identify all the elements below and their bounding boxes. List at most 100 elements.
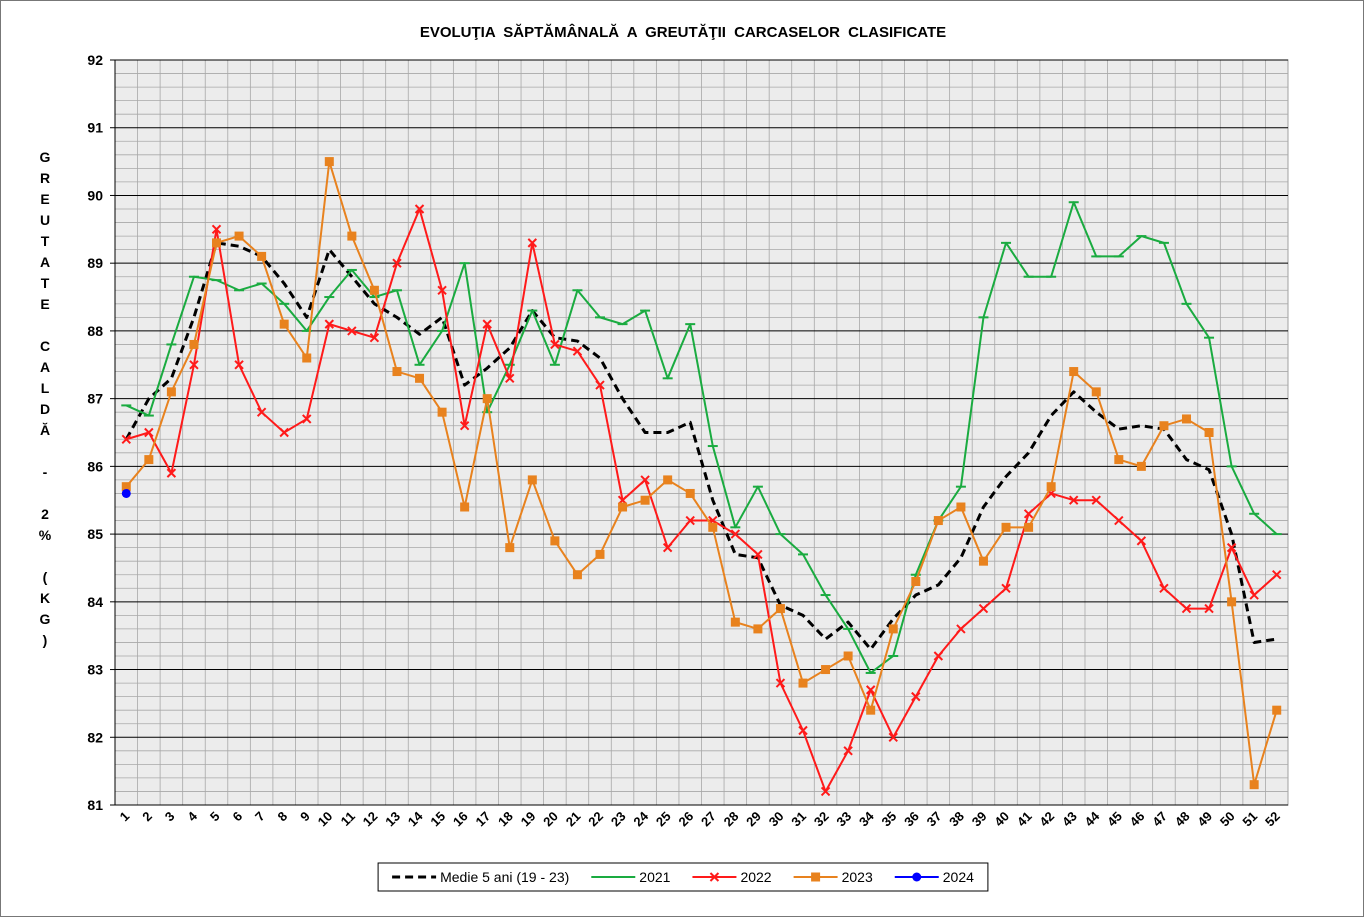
marker [933,651,944,661]
marker [550,536,560,546]
x-tick-label: 34 [856,808,877,829]
marker [166,468,177,478]
legend-item: Medie 5 ani (19 - 23) [392,869,569,885]
marker [821,665,831,675]
marker [302,414,312,424]
x-tick-label: 37 [924,809,945,830]
marker [811,872,821,882]
series-line [125,208,1278,793]
marker [978,556,988,566]
marker [572,346,583,356]
x-tick-label: 47 [1149,809,1170,830]
marker [775,604,785,614]
marker [1226,542,1237,553]
marker [1024,522,1034,532]
marker [369,332,380,343]
marker [978,603,989,614]
x-tick-label: 18 [495,809,516,830]
marker [956,502,966,512]
x-tick-label: 49 [1194,809,1215,830]
marker [527,475,537,485]
marker [1091,387,1101,397]
marker [347,231,357,241]
marker [663,475,673,485]
marker [685,488,695,498]
marker [1159,583,1169,593]
x-tick-label: 21 [563,809,584,830]
marker [1181,603,1192,614]
y-tick-label: 83 [87,662,103,678]
marker [640,475,650,485]
series-line [125,160,1278,786]
x-tick-label: 22 [585,809,606,830]
x-tick-label: 35 [879,809,900,830]
marker [550,339,560,350]
marker [708,522,718,532]
x-tick-label: 16 [450,809,471,830]
marker [1136,461,1146,471]
marker [1001,522,1011,532]
legend-item: 2024 [894,869,974,885]
x-tick-label: 9 [297,809,313,825]
marker [505,373,515,384]
marker [911,691,921,702]
marker [595,380,605,390]
x-tick-label: 11 [338,809,358,829]
x-tick-label: 44 [1082,808,1103,829]
marker [1227,597,1237,607]
marker [166,387,176,397]
marker [640,495,650,505]
marker [1136,536,1147,546]
x-tick-label: 13 [382,809,403,830]
marker [482,394,492,404]
x-tick-label: 12 [360,809,381,830]
x-tick-label: 51 [1239,809,1260,830]
series-line [124,241,1277,651]
legend-box [377,862,989,892]
marker [234,360,244,370]
marker [911,577,921,586]
x-tick-label: 25 [653,809,674,830]
marker [730,617,740,627]
marker [415,373,425,383]
marker [798,725,808,736]
legend-item: 2022 [692,869,772,885]
marker [212,238,222,248]
marker [302,353,312,363]
x-tick-label: 28 [721,809,742,830]
x-tick-label: 45 [1104,809,1125,830]
x-tick-label: 20 [540,809,561,830]
x-tick-label: 29 [743,809,764,830]
legend-item: 2021 [591,869,671,885]
marker [189,360,199,370]
marker [189,339,199,349]
marker [482,319,492,329]
legend-label: 2021 [639,869,670,885]
marker [843,651,853,661]
marker [820,786,831,797]
marker [234,231,244,241]
marker [257,251,267,261]
y-tick-label: 90 [87,187,103,203]
x-tick-label: 42 [1036,809,1057,830]
marker [392,258,402,268]
x-tick-label: 46 [1127,809,1148,830]
marker [866,705,876,715]
series-line [125,201,1278,674]
marker [527,238,538,248]
x-tick-label: 2 [139,809,155,825]
x-tick-label: 8 [275,809,291,825]
x-tick-label: 7 [252,809,268,825]
x-tick-label: 19 [518,809,539,830]
marker [685,515,695,526]
marker [1272,705,1282,715]
y-tick-label: 86 [87,458,103,474]
y-tick-label: 84 [87,594,103,610]
x-tick-label: 23 [608,809,629,830]
x-tick-label: 10 [315,809,336,830]
x-tick-label: 43 [1059,809,1080,830]
x-tick-label: 24 [630,808,651,829]
marker [414,204,425,214]
marker [369,285,379,295]
marker [437,407,447,417]
